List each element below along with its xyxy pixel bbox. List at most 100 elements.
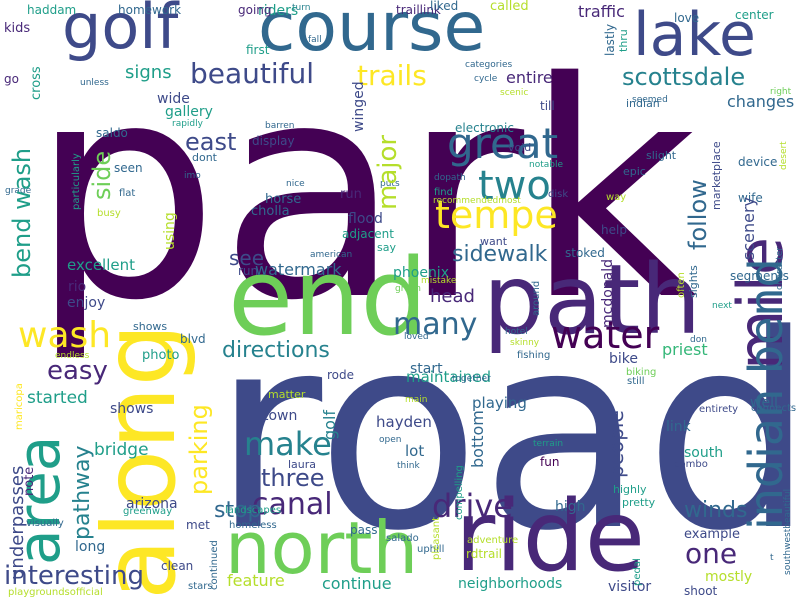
word-haddam: haddam: [27, 3, 77, 17]
word-canal: canal: [252, 487, 333, 522]
word-rdtrail: rdtrail: [466, 547, 502, 561]
word-run: run: [238, 264, 259, 278]
word-hayden: hayden: [376, 413, 432, 431]
word-puts: puts: [380, 179, 400, 189]
word-pathway: pathway: [70, 445, 95, 540]
word-terrain: terrain: [533, 439, 564, 449]
word-continued: continued: [209, 540, 220, 590]
word-road: road: [212, 278, 800, 590]
word-right: right: [770, 87, 792, 97]
word-winged: winged: [351, 81, 367, 132]
word-don: don: [690, 335, 707, 345]
word-epic: epic: [623, 165, 646, 178]
word-using: using: [162, 212, 178, 250]
word-long: long: [75, 539, 106, 555]
word-particularly: particularly: [71, 153, 82, 210]
word-well: well: [750, 395, 778, 411]
word-started: started: [27, 388, 88, 408]
word-trails: trails: [357, 59, 427, 92]
word-scenery: scenery: [739, 196, 758, 260]
word-display: display: [252, 134, 295, 148]
word-underpasses: underpasses: [7, 465, 28, 580]
word-pass: pass: [350, 523, 378, 537]
word-device: device: [738, 155, 778, 169]
word-shows-alt: shows: [110, 401, 154, 417]
word-electronic: electronic: [455, 121, 514, 135]
word-rode: rode: [327, 368, 355, 382]
word-busy: busy: [97, 208, 121, 219]
word-mcdonald: mcdonald: [600, 258, 616, 328]
word-cycle: cycle: [474, 74, 498, 84]
word-ride: ride: [455, 480, 646, 594]
word-horse: horse: [265, 192, 302, 207]
word-connects: connects: [751, 403, 797, 414]
word-dont: dont: [192, 151, 217, 164]
word-t: t: [770, 553, 774, 563]
word-town: town: [263, 408, 298, 424]
word-bike: bike: [609, 351, 638, 367]
word-dopath: dopath: [434, 173, 466, 183]
word-liked: liked: [430, 0, 459, 13]
word-traillink: traillink: [396, 3, 441, 17]
word-signs: signs: [125, 62, 172, 83]
word-go: go: [4, 72, 19, 86]
word-green: green: [395, 284, 421, 294]
word-run-alt: run: [340, 187, 362, 202]
word-directions: directions: [222, 338, 330, 363]
word-indian-small: indian: [626, 97, 660, 110]
word-wash: wash: [18, 315, 112, 356]
word-winds: winds: [684, 498, 748, 523]
word-kids: kids: [4, 21, 31, 36]
word-stoked: stoked: [565, 246, 605, 260]
word-shows: shows: [133, 320, 168, 333]
word-highly: highly: [613, 483, 647, 496]
word-wife: wife: [738, 191, 763, 205]
word-slight: slight: [646, 149, 677, 162]
word-uphill: uphill: [417, 544, 445, 555]
word-lake: lake: [633, 0, 756, 70]
word-golf: golf: [62, 0, 179, 63]
word-stop: stop: [214, 498, 262, 523]
word-void: void: [508, 141, 532, 154]
word-many: many: [393, 307, 478, 342]
word-maintained: maintained: [406, 368, 491, 386]
word-barren: barren: [265, 121, 295, 131]
word-enjoy: enjoy: [67, 295, 106, 311]
word-park: park: [30, 19, 697, 366]
word-water: water: [551, 313, 660, 357]
word-wide: wide: [157, 91, 190, 107]
word-pretty: pretty: [622, 496, 656, 509]
word-gallery: gallery: [165, 104, 213, 120]
word-center: center: [735, 8, 774, 22]
word-often: often: [676, 272, 687, 298]
word-desert: desert: [779, 141, 789, 170]
word-seemed: seemed: [632, 95, 668, 105]
word-first: first: [246, 43, 270, 57]
word-still: still: [627, 376, 645, 387]
word-south: south: [684, 445, 724, 461]
word-great: great: [447, 119, 559, 168]
word-matter: matter: [268, 388, 306, 401]
word-segments: segments: [730, 269, 789, 283]
word-riders: riders: [258, 3, 299, 19]
word-blvd: blvd: [180, 332, 206, 346]
word-notable: notable: [529, 160, 564, 170]
word-feature: feature: [227, 571, 285, 590]
word-stars: stars: [188, 581, 213, 592]
word-visitor: visitor: [608, 579, 652, 595]
word-character: character: [775, 246, 785, 290]
word-scottsdale: scottsdale: [622, 63, 746, 91]
word-mistake: mistake: [421, 276, 457, 286]
word-playgroundsofficial: playgroundsofficial: [8, 587, 103, 598]
word-going: going: [238, 3, 272, 17]
word-love: love: [674, 11, 700, 25]
word-easy: easy: [47, 356, 108, 386]
word-greenway: greenway: [123, 506, 173, 517]
word-bend-wash: bend wash: [8, 147, 36, 278]
word-southwestbeautiful: southwestbeautiful: [783, 488, 793, 575]
word-met: met: [186, 518, 210, 532]
word-traffic: traffic: [578, 2, 625, 21]
word-major: major: [373, 134, 403, 210]
word-grade: grade: [5, 186, 32, 196]
word-photo: photo: [142, 348, 180, 363]
